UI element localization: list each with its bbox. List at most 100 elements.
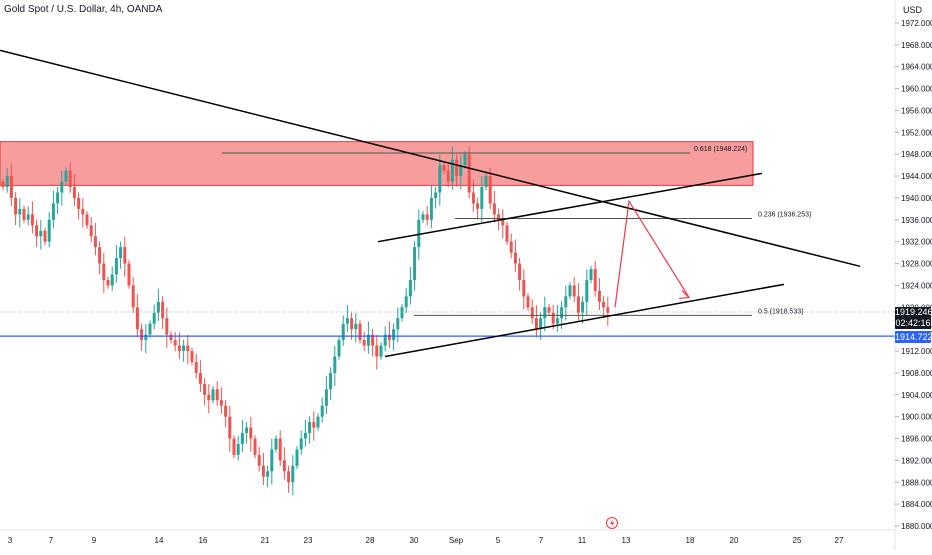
candle [492, 190, 496, 223]
candle-body [173, 340, 177, 346]
candle [446, 162, 450, 188]
candle [337, 336, 341, 360]
candle-body [274, 438, 278, 450]
candle [572, 277, 576, 303]
upper-channel-line [377, 172, 763, 243]
candle [89, 217, 93, 242]
price-tick-label: 1924.000 [901, 281, 932, 290]
candle [333, 345, 337, 387]
candle [1, 178, 5, 191]
candle [329, 367, 333, 400]
candle-body [572, 285, 576, 297]
candle-body [131, 285, 135, 308]
candle [228, 405, 232, 452]
candle [102, 252, 106, 294]
price-tick-label: 1956.000 [901, 106, 932, 115]
projection-path [614, 199, 690, 308]
candle-body [198, 372, 202, 384]
candles-layer [1, 146, 610, 496]
candle [324, 376, 328, 414]
candle [106, 276, 110, 289]
candle [547, 304, 551, 317]
currency-label: USD [903, 5, 923, 15]
candle-body [371, 334, 375, 346]
candle-body [534, 318, 538, 330]
candle-body [513, 252, 517, 264]
candle-body [165, 318, 169, 335]
candle-body [232, 438, 236, 455]
candle-body [459, 165, 463, 177]
candle-body [345, 318, 349, 324]
candle [366, 321, 370, 354]
candle-body [379, 345, 383, 357]
candle-body [320, 405, 324, 417]
candle [165, 307, 169, 348]
candle-body [211, 389, 215, 401]
candle-body [597, 290, 601, 302]
candle [135, 294, 139, 338]
candle-body [295, 449, 299, 466]
candle-body [282, 460, 286, 472]
time-tick-label: 27 [835, 536, 844, 545]
candle [156, 288, 160, 321]
price-tick-label: 1968.000 [901, 41, 932, 50]
candle-body [60, 181, 64, 193]
candle [51, 190, 55, 229]
candle [471, 179, 475, 212]
candle [186, 334, 190, 365]
candle-body [215, 389, 219, 401]
candle [505, 222, 509, 245]
candle [152, 304, 156, 330]
candle [564, 285, 568, 321]
candle [64, 167, 68, 185]
candle-body [366, 334, 370, 346]
time-tick-label: 14 [155, 536, 164, 545]
candle [47, 211, 51, 248]
candle-body [530, 307, 534, 319]
candle-body [249, 427, 253, 439]
candle [266, 465, 270, 488]
candle-body [207, 394, 211, 401]
candle-body [224, 405, 228, 417]
supply-zone [0, 141, 754, 186]
candle [114, 244, 118, 283]
candle [14, 192, 18, 226]
candle-body [1, 181, 5, 188]
candle-body [257, 454, 261, 466]
candle-body [560, 307, 564, 319]
candle [392, 323, 396, 351]
candle [408, 266, 412, 305]
candle-body [387, 334, 391, 341]
candle [602, 296, 606, 318]
candle [341, 315, 345, 346]
candle-body [455, 159, 459, 177]
candle [534, 305, 538, 338]
time-tick-label: 23 [304, 536, 313, 545]
candle [211, 386, 215, 404]
candle [459, 154, 463, 190]
candle-body [539, 318, 543, 330]
candle-body [9, 176, 13, 198]
candle [282, 447, 286, 480]
candle [123, 236, 127, 277]
candle [140, 323, 144, 351]
candle [303, 419, 307, 447]
candle-body [589, 269, 593, 280]
candle [236, 435, 240, 461]
candle [383, 326, 387, 352]
candle-body [434, 192, 438, 198]
candle [72, 173, 76, 207]
candle [144, 323, 148, 354]
candle-body [85, 214, 89, 226]
candle [522, 269, 526, 310]
candle-body [102, 263, 106, 280]
candle-body [606, 307, 610, 313]
candle [30, 201, 34, 234]
candle [429, 184, 433, 229]
fib-level-label: 0.618 (1948.224) [694, 146, 747, 153]
candle [455, 153, 459, 187]
candle-body [182, 345, 186, 352]
price-tick-label: 1896.000 [901, 435, 932, 444]
